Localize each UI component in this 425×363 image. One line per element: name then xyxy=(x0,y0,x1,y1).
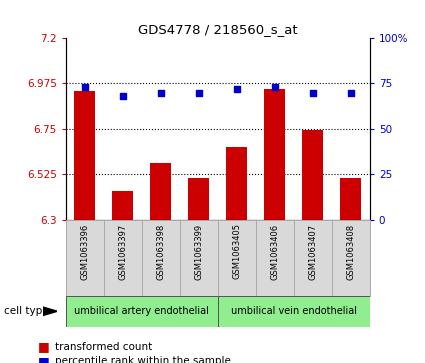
Bar xyxy=(218,220,256,296)
Text: GSM1063398: GSM1063398 xyxy=(156,223,165,280)
Bar xyxy=(188,178,209,220)
Point xyxy=(347,90,354,95)
Text: ■: ■ xyxy=(38,355,50,363)
Bar xyxy=(150,163,171,220)
Bar xyxy=(340,178,361,220)
Bar xyxy=(332,220,370,296)
Bar xyxy=(256,220,294,296)
Text: GSM1063407: GSM1063407 xyxy=(308,223,317,280)
Bar xyxy=(112,191,133,220)
Point xyxy=(196,90,202,95)
Point xyxy=(119,93,126,99)
Text: percentile rank within the sample: percentile rank within the sample xyxy=(55,356,231,363)
Title: GDS4778 / 218560_s_at: GDS4778 / 218560_s_at xyxy=(138,23,298,36)
Polygon shape xyxy=(42,307,57,315)
Text: GSM1063408: GSM1063408 xyxy=(346,223,355,280)
Text: GSM1063406: GSM1063406 xyxy=(270,223,279,280)
Text: GSM1063396: GSM1063396 xyxy=(80,223,89,280)
Text: ■: ■ xyxy=(38,340,50,353)
Point xyxy=(309,90,316,95)
Text: umbilical artery endothelial: umbilical artery endothelial xyxy=(74,306,209,316)
Bar xyxy=(66,220,104,296)
Bar xyxy=(180,220,218,296)
Text: transformed count: transformed count xyxy=(55,342,153,352)
Text: GSM1063399: GSM1063399 xyxy=(194,223,203,280)
Point xyxy=(233,86,240,92)
Text: GSM1063397: GSM1063397 xyxy=(118,223,127,280)
Text: GSM1063405: GSM1063405 xyxy=(232,223,241,280)
Text: cell type: cell type xyxy=(4,306,49,316)
Bar xyxy=(142,220,180,296)
Bar xyxy=(74,90,95,220)
Point xyxy=(272,84,278,90)
Bar xyxy=(302,130,323,220)
Bar xyxy=(66,296,218,327)
Point xyxy=(157,90,164,95)
Bar xyxy=(227,147,247,220)
Bar xyxy=(294,220,332,296)
Point xyxy=(82,84,88,90)
Bar xyxy=(264,89,285,220)
Bar xyxy=(104,220,142,296)
Bar xyxy=(218,296,370,327)
Text: umbilical vein endothelial: umbilical vein endothelial xyxy=(231,306,357,316)
